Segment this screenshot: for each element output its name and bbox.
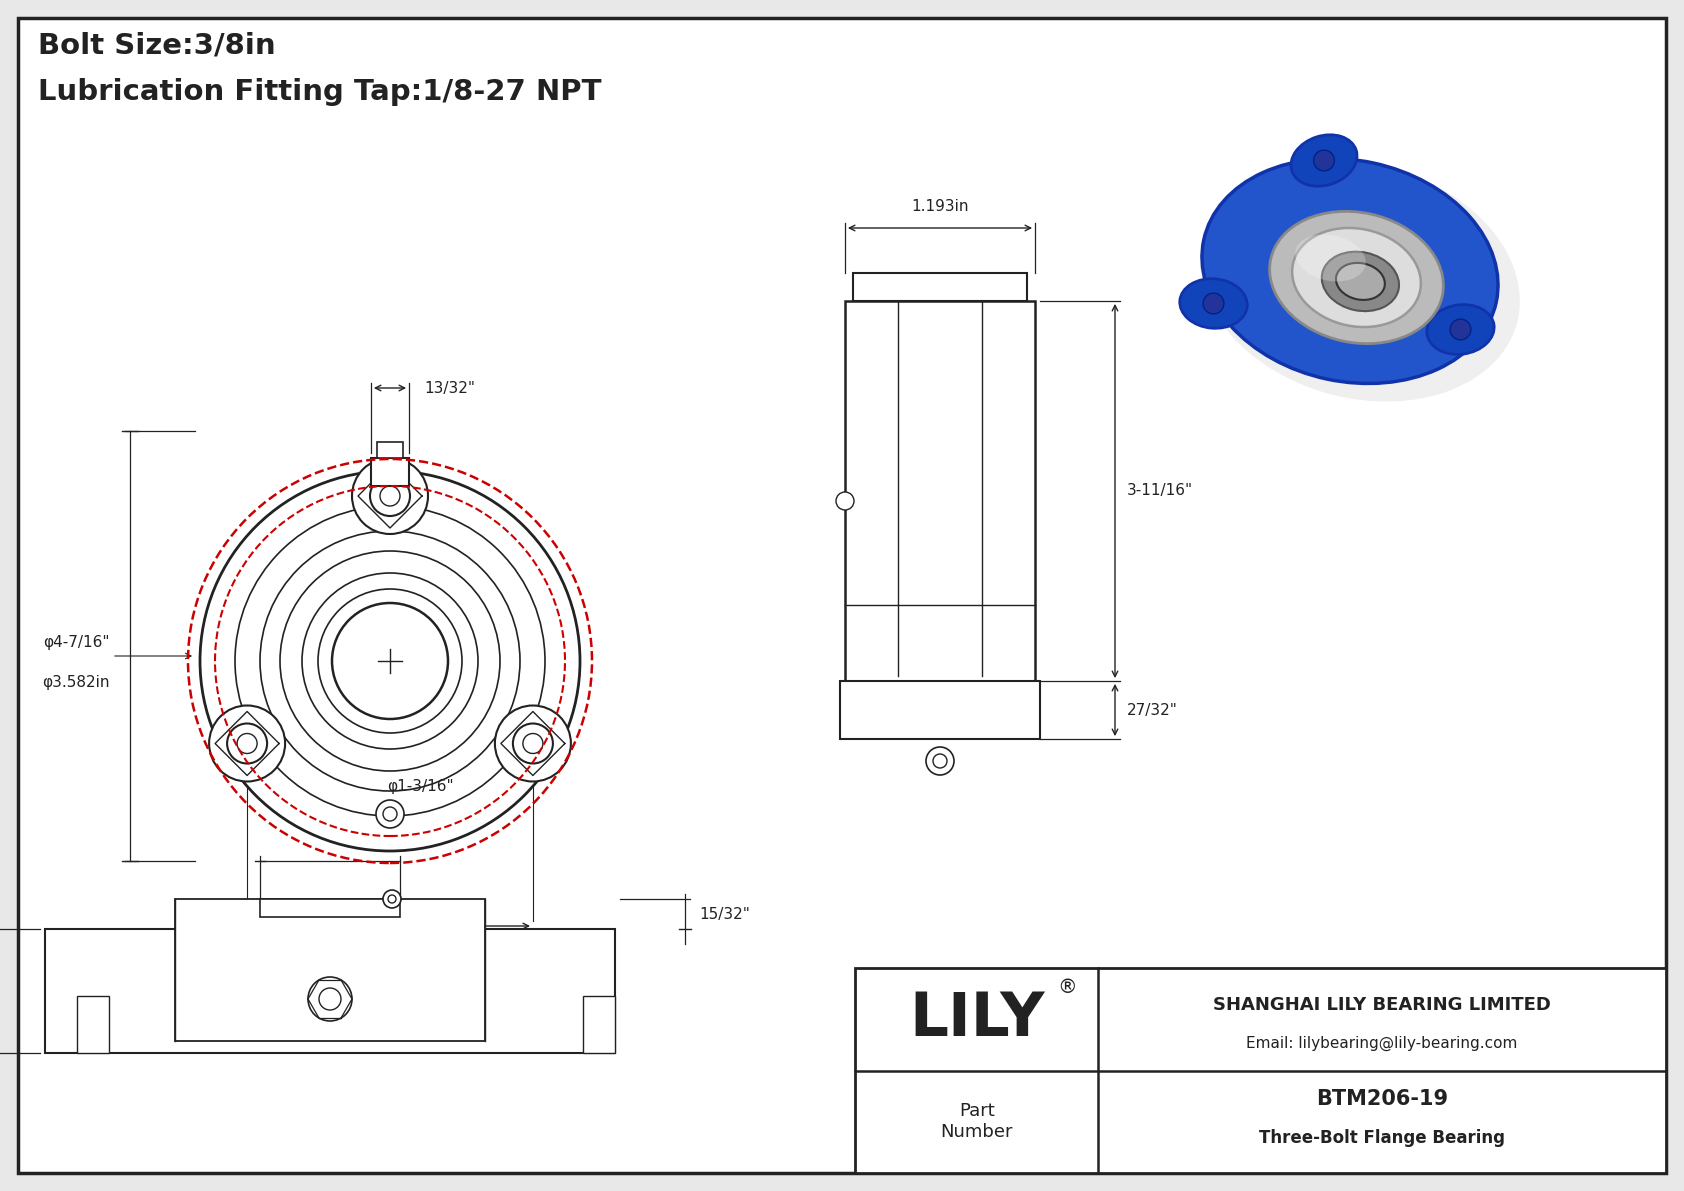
Circle shape (387, 894, 396, 903)
Ellipse shape (1292, 227, 1421, 328)
Circle shape (381, 486, 401, 506)
Circle shape (236, 506, 546, 816)
Ellipse shape (1295, 235, 1366, 281)
Ellipse shape (1201, 161, 1521, 401)
Circle shape (1450, 319, 1470, 339)
Circle shape (495, 705, 571, 781)
Text: SHANGHAI LILY BEARING LIMITED: SHANGHAI LILY BEARING LIMITED (1212, 996, 1551, 1014)
Bar (45, 929, 615, 1053)
Circle shape (237, 734, 258, 754)
Circle shape (227, 723, 268, 763)
Circle shape (382, 890, 401, 908)
Text: 1.193in: 1.193in (911, 199, 968, 214)
Text: Three-Bolt Flange Bearing: Three-Bolt Flange Bearing (1260, 1129, 1505, 1147)
Circle shape (318, 989, 340, 1010)
Text: Part
Number: Part Number (940, 1103, 1012, 1141)
Bar (77, 996, 109, 1053)
Circle shape (382, 807, 397, 821)
Bar (854, 273, 1027, 301)
Ellipse shape (1322, 251, 1399, 311)
Text: Email: lilybearing@lily-bearing.com: Email: lilybearing@lily-bearing.com (1246, 1036, 1517, 1052)
Bar (845, 301, 1036, 681)
Circle shape (259, 531, 520, 791)
Text: LILY: LILY (909, 990, 1044, 1049)
Text: φ1-3/16": φ1-3/16" (387, 779, 453, 794)
Circle shape (514, 723, 552, 763)
Text: Lubrication Fitting Tap:1/8-27 NPT: Lubrication Fitting Tap:1/8-27 NPT (39, 77, 601, 106)
Ellipse shape (1292, 135, 1357, 186)
Circle shape (352, 459, 428, 534)
Bar (370, 459, 409, 486)
Ellipse shape (1426, 305, 1494, 355)
Text: 27/32": 27/32" (1127, 703, 1177, 717)
Bar (840, 681, 1041, 738)
Bar (583, 996, 615, 1053)
Text: 3-11/16": 3-11/16" (1127, 484, 1194, 499)
Circle shape (280, 551, 500, 771)
Bar (377, 442, 402, 459)
Circle shape (370, 476, 409, 516)
Bar (175, 899, 485, 1041)
Circle shape (1314, 150, 1334, 170)
Circle shape (933, 754, 946, 768)
Circle shape (332, 603, 448, 719)
Text: φ4-7/16": φ4-7/16" (44, 636, 109, 650)
Ellipse shape (1335, 263, 1384, 300)
Ellipse shape (1180, 279, 1248, 329)
Circle shape (835, 492, 854, 510)
Circle shape (376, 800, 404, 828)
Circle shape (318, 590, 461, 732)
Text: BTM206-19: BTM206-19 (1317, 1090, 1448, 1109)
Ellipse shape (1270, 211, 1443, 344)
Text: 13/32": 13/32" (424, 380, 475, 395)
Text: 15/32": 15/32" (699, 906, 749, 922)
Bar (259, 899, 401, 917)
Circle shape (301, 573, 478, 749)
Circle shape (308, 977, 352, 1021)
Circle shape (209, 705, 285, 781)
Circle shape (524, 734, 542, 754)
Text: 2-15/16": 2-15/16" (357, 944, 423, 959)
Text: ®: ® (1058, 978, 1076, 997)
Circle shape (1202, 293, 1224, 314)
Text: φ3.582in: φ3.582in (42, 675, 109, 691)
Circle shape (200, 470, 579, 852)
Text: Bolt Size:3/8in: Bolt Size:3/8in (39, 32, 276, 60)
Ellipse shape (1202, 158, 1499, 384)
Bar (855, 968, 1665, 1173)
Circle shape (926, 747, 955, 775)
